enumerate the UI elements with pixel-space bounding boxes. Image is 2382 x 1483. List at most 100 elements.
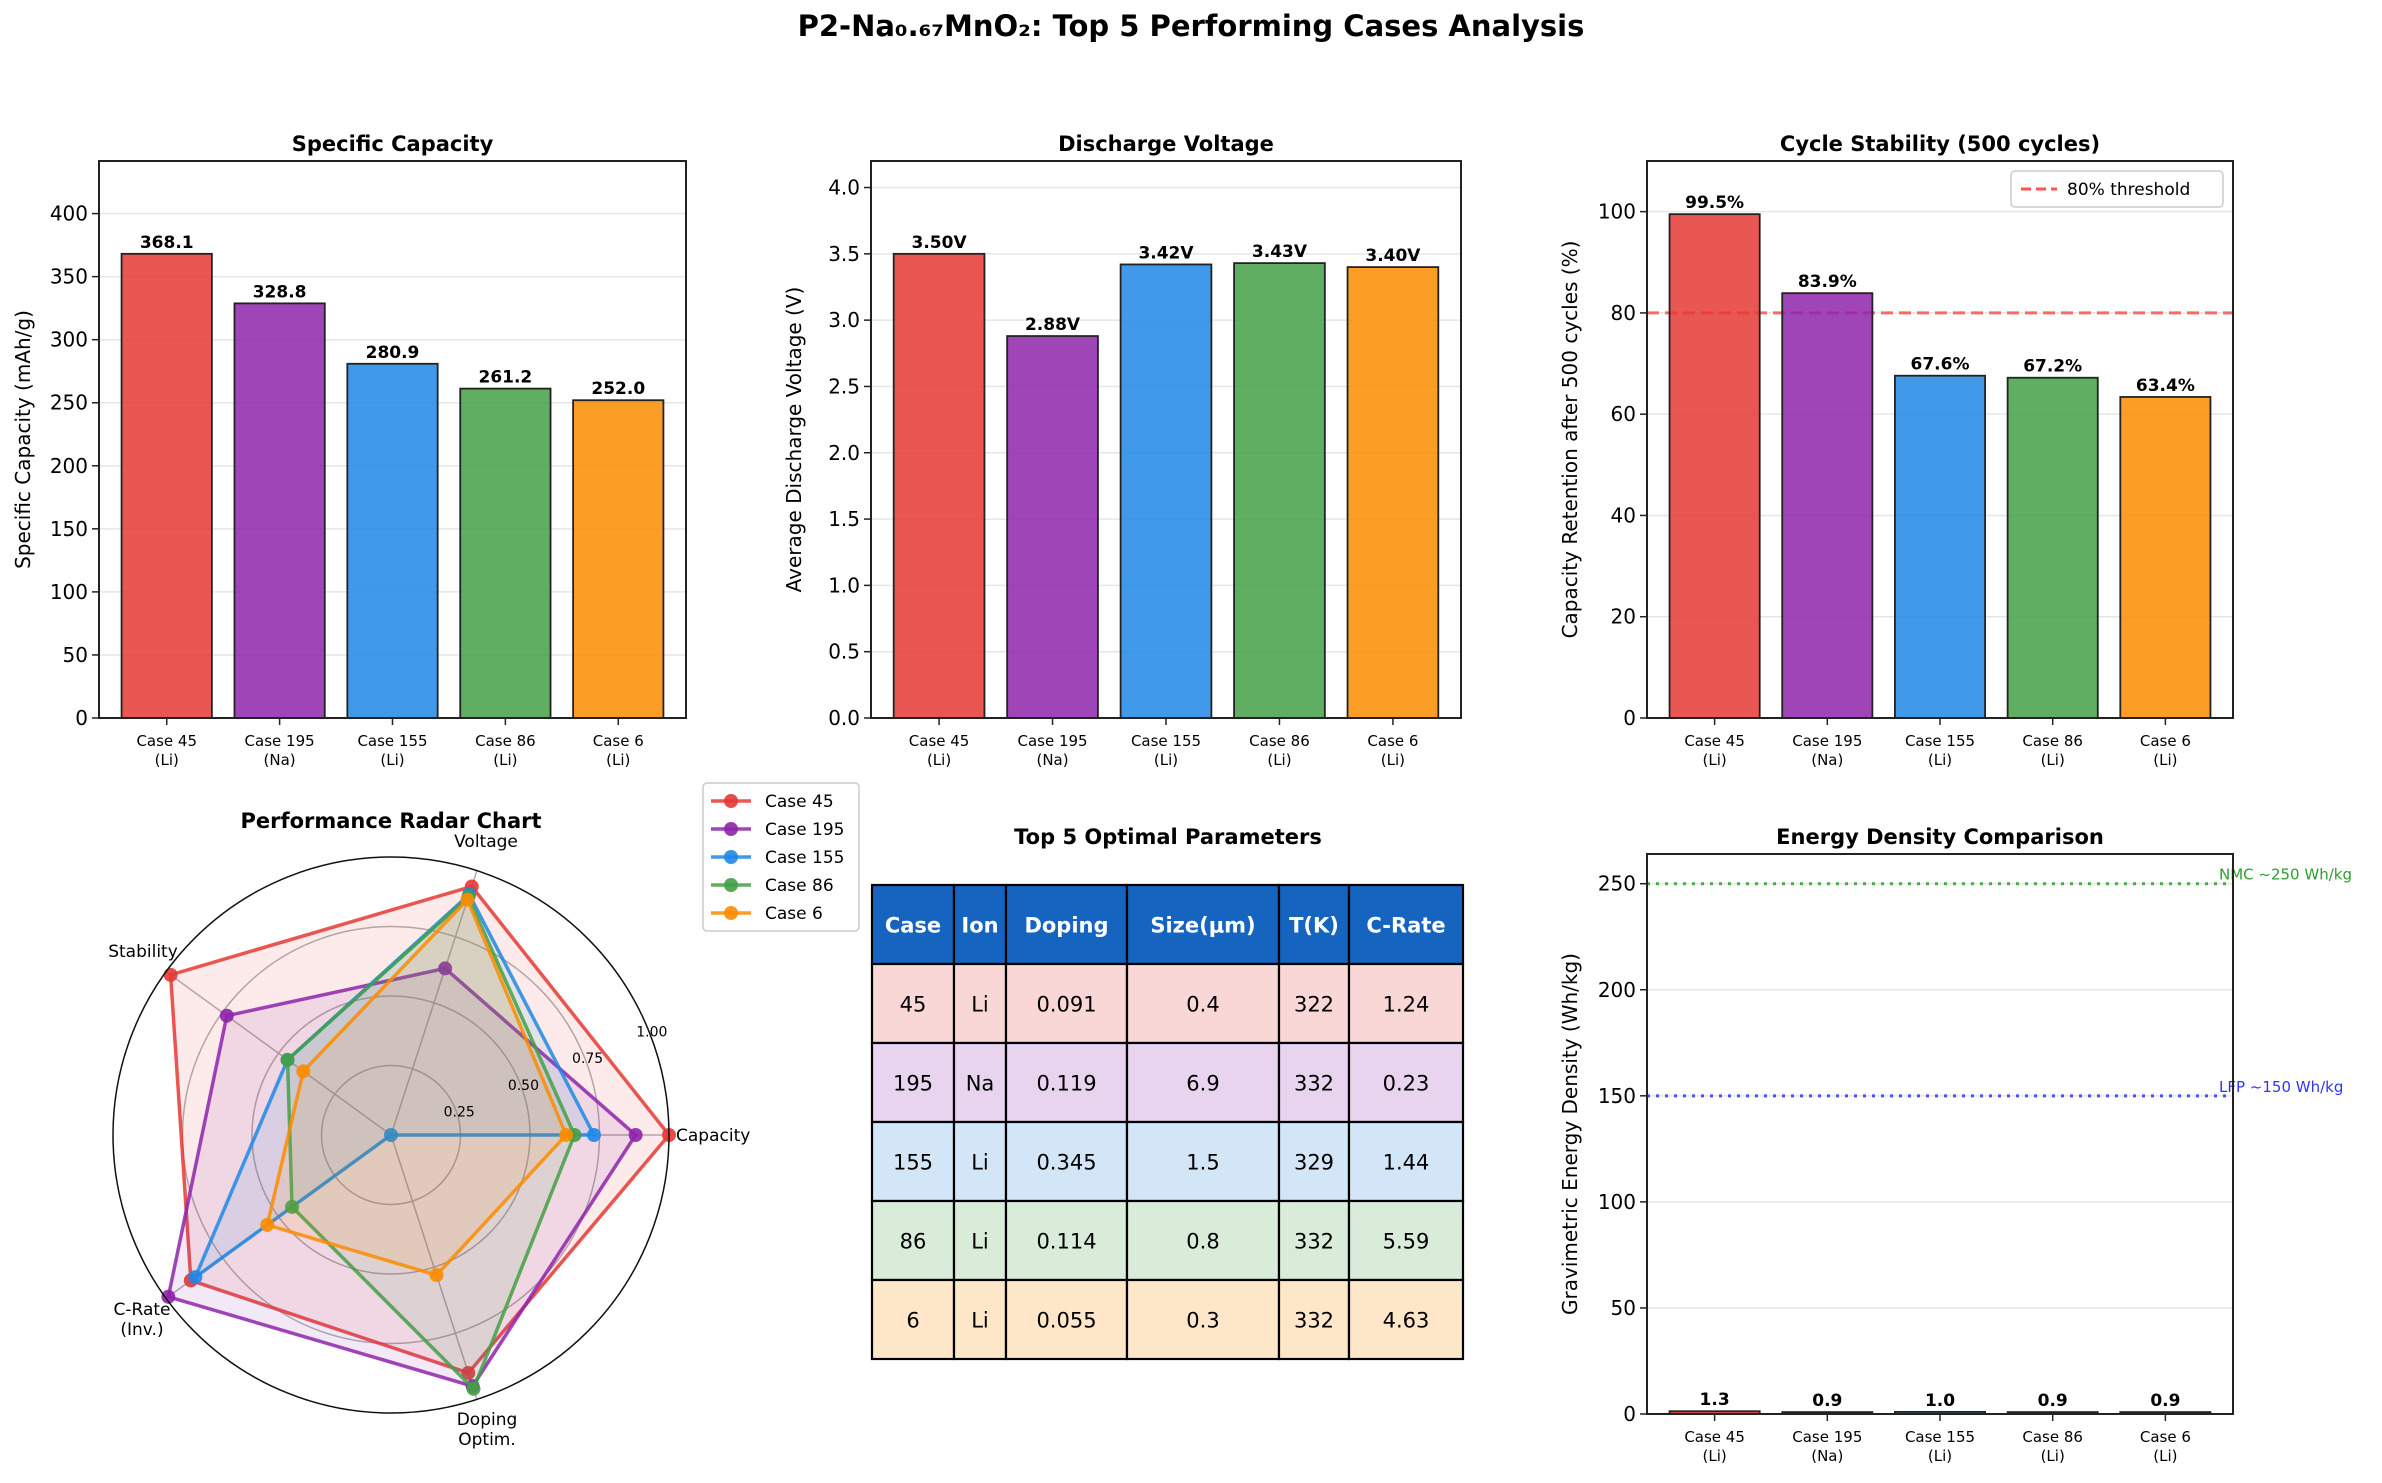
radar-outer: [112, 856, 670, 1414]
table-cell: [1347, 1120, 1465, 1203]
value-label: 3.40V: [1365, 246, 1421, 266]
x-tick-label: Case 6 (Li): [2140, 732, 2191, 769]
radar-spoke: [390, 870, 478, 1136]
y-tick-label: 2.5: [828, 374, 860, 398]
table-cell-value: 0.119: [1036, 1072, 1096, 1096]
table-cell: [1004, 1041, 1129, 1124]
table-cell-value: 0.114: [1036, 1230, 1096, 1254]
radar-axis-label: Stability: [108, 942, 178, 962]
y-axis-label: Average Discharge Voltage (V): [782, 287, 806, 593]
chart-title: Energy Density Comparison: [1776, 825, 2104, 849]
table-header-cell: [1347, 883, 1465, 966]
y-axis-label: Capacity Retention after 500 cycles (%): [1558, 241, 1582, 639]
value-label: 67.2%: [2023, 357, 2082, 377]
bar: [1006, 335, 1099, 719]
radar-r-tick-label: 1.00: [636, 1025, 667, 1041]
radar-point: [219, 1008, 234, 1023]
y-tick-label: 100: [1598, 1190, 1636, 1214]
table-cell-value: 0.3: [1186, 1309, 1219, 1333]
radar-point: [466, 1381, 481, 1396]
radar-line: [168, 884, 672, 1375]
radar-line: [191, 891, 597, 1283]
y-tick-label: 20: [1611, 605, 1636, 629]
table-cell: [1125, 1199, 1281, 1282]
y-tick-label: 300: [50, 328, 88, 352]
radar-point: [296, 1064, 311, 1079]
radar-fill: [195, 894, 594, 1278]
table-cell: [1277, 1041, 1351, 1124]
table-cell: [1277, 1278, 1351, 1361]
value-label: 3.43V: [1252, 242, 1308, 262]
radar-line: [265, 896, 569, 1278]
legend-marker: [724, 906, 738, 920]
bar: [1119, 263, 1213, 719]
y-tick-label: 0.5: [828, 640, 860, 664]
table-cell: [1125, 1041, 1281, 1124]
table-cell-value: Li: [971, 993, 989, 1017]
y-tick-label: 150: [50, 517, 88, 541]
radar-r-tick-label: 0.25: [444, 1104, 475, 1120]
table-cell: [1277, 1199, 1351, 1282]
y-axis-label: Specific Capacity (mAh/g): [11, 310, 35, 569]
y-tick-label: 50: [63, 643, 88, 667]
radar-axis-label: Capacity: [676, 1126, 750, 1146]
table-cell: [1125, 962, 1281, 1045]
value-label: 0.9: [1812, 1391, 1842, 1411]
table-cell-value: 6: [906, 1309, 919, 1333]
value-label: 0.9: [2038, 1391, 2068, 1411]
x-tick-label: Case 6 (Li): [2140, 1428, 2191, 1465]
table-cell: [870, 1278, 956, 1361]
radar-point: [586, 1128, 601, 1142]
table-cell-value: 6.9: [1186, 1072, 1219, 1096]
y-tick-label: 350: [50, 265, 88, 289]
radar-axis-label: C-Rate (Inv.): [114, 1300, 171, 1340]
value-label: 99.5%: [1685, 193, 1744, 213]
table-cell-value: Li: [971, 1230, 989, 1254]
y-tick-label: 0: [1623, 1402, 1636, 1426]
radar-point: [260, 1217, 275, 1232]
table-header-cell: [1125, 883, 1281, 966]
table-cell-value: Li: [971, 1309, 989, 1333]
bar: [120, 252, 213, 719]
radar-point: [161, 1289, 176, 1304]
radar-spoke: [165, 970, 392, 1136]
x-tick-label: Case 155 (Li): [1131, 732, 1201, 769]
table-title: Top 5 Optimal Parameters: [1014, 825, 1322, 849]
value-label: 67.6%: [1911, 355, 1970, 375]
table-cell-value: 1.5: [1186, 1151, 1219, 1175]
bar: [572, 399, 665, 719]
value-label: 1.0: [1925, 1391, 1955, 1411]
radar-point: [559, 1128, 574, 1142]
legend-label: Case 155: [765, 848, 844, 868]
y-tick-label: 0: [1623, 706, 1636, 730]
legend-label: Case 195: [765, 820, 844, 840]
radar-point: [188, 1270, 203, 1285]
radar-line: [166, 966, 638, 1389]
value-label: 1.3: [1700, 1390, 1730, 1410]
value-label: 0.9: [2150, 1391, 2180, 1411]
radar-point: [280, 1052, 295, 1067]
legend-label: Case 6: [765, 904, 823, 924]
table-cell-value: 5.59: [1383, 1230, 1430, 1254]
table-cell: [952, 1278, 1008, 1361]
radar-point: [461, 1365, 476, 1380]
axes-frame: [1646, 853, 2234, 1415]
bar: [346, 362, 439, 719]
table-cell: [952, 1120, 1008, 1203]
bar: [459, 387, 552, 719]
legend-marker: [724, 822, 738, 836]
value-label: 83.9%: [1798, 272, 1857, 292]
legend-label: 80% threshold: [2067, 180, 2190, 200]
bar: [1668, 213, 1761, 719]
table-cell-value: 332: [1294, 1309, 1334, 1333]
x-tick-label: Case 195 (Na): [1792, 732, 1862, 769]
radar-r-tick-label: 0.50: [508, 1078, 539, 1094]
y-tick-label: 400: [50, 202, 88, 226]
table-cell: [1004, 962, 1129, 1045]
legend-box: [702, 782, 860, 932]
y-tick-label: 100: [50, 580, 88, 604]
bar: [1781, 292, 1874, 719]
table-cell: [1004, 1120, 1129, 1203]
x-tick-label: Case 195 (Na): [1792, 1428, 1862, 1465]
value-label: 328.8: [253, 282, 307, 302]
